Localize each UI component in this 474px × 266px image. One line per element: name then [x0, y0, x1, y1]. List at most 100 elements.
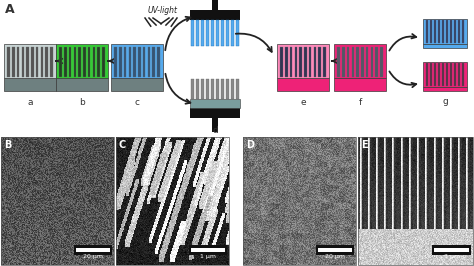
Bar [231, 79, 234, 99]
Bar [73, 47, 76, 77]
Bar [300, 47, 302, 77]
Bar [190, 99, 240, 108]
Bar [438, 20, 440, 43]
Text: d: d [212, 126, 218, 135]
Bar [277, 78, 329, 91]
Bar [462, 20, 464, 43]
Bar [337, 47, 340, 77]
Bar [12, 47, 15, 77]
Bar [221, 20, 224, 46]
Bar [434, 20, 436, 43]
Bar [442, 63, 444, 86]
Bar [458, 63, 460, 86]
Bar [423, 19, 467, 44]
Bar [318, 248, 352, 252]
Bar [119, 47, 122, 77]
Bar [454, 63, 456, 86]
Bar [446, 20, 448, 43]
Bar [152, 47, 155, 77]
Bar [64, 47, 67, 77]
Text: C: C [119, 140, 126, 150]
Bar [83, 47, 86, 77]
Bar [92, 47, 95, 77]
Text: UV-light: UV-light [148, 6, 178, 15]
Bar [309, 47, 311, 77]
Bar [226, 79, 229, 99]
Bar [40, 47, 43, 77]
Bar [462, 63, 464, 86]
Bar [281, 47, 283, 77]
Bar [201, 20, 204, 46]
Bar [334, 78, 386, 91]
Bar [432, 245, 471, 255]
Bar [138, 47, 141, 77]
Bar [277, 44, 329, 78]
Bar [423, 62, 467, 87]
Bar [31, 47, 34, 77]
Bar [4, 78, 56, 91]
Bar [366, 47, 368, 77]
Text: 20 μm: 20 μm [325, 254, 345, 259]
Text: A: A [5, 3, 15, 16]
Bar [190, 10, 240, 20]
Bar [430, 20, 432, 43]
Bar [226, 20, 229, 46]
Bar [128, 47, 131, 77]
Bar [285, 47, 288, 77]
Text: D: D [246, 140, 254, 150]
Bar [1, 137, 114, 265]
Bar [290, 47, 292, 77]
Bar [434, 63, 436, 86]
Bar [316, 245, 354, 255]
Bar [236, 20, 239, 46]
Text: 1 μm: 1 μm [200, 254, 216, 259]
Bar [201, 79, 204, 99]
Bar [454, 20, 456, 43]
Bar [56, 78, 108, 91]
Bar [334, 44, 386, 78]
Bar [59, 47, 62, 77]
Bar [56, 44, 108, 78]
Bar [111, 78, 163, 91]
Bar [216, 79, 219, 99]
Bar [124, 47, 127, 77]
Text: c: c [135, 98, 139, 107]
Bar [221, 79, 224, 99]
Text: b: b [79, 98, 85, 107]
Bar [216, 20, 219, 46]
Bar [423, 87, 467, 91]
Bar [356, 47, 359, 77]
Bar [114, 47, 117, 77]
Bar [212, 0, 218, 10]
Bar [361, 47, 364, 77]
Bar [342, 47, 345, 77]
Bar [206, 20, 209, 46]
Bar [111, 44, 163, 78]
Bar [17, 47, 19, 77]
Bar [88, 47, 91, 77]
Bar [295, 47, 297, 77]
Text: f: f [358, 98, 362, 107]
Bar [143, 47, 146, 77]
Bar [69, 47, 72, 77]
Bar [50, 47, 53, 77]
Bar [438, 63, 440, 86]
Bar [318, 47, 321, 77]
Bar [358, 137, 473, 265]
Bar [36, 47, 38, 77]
Bar [76, 248, 110, 252]
Bar [458, 20, 460, 43]
Bar [352, 47, 354, 77]
Bar [196, 79, 199, 99]
Bar [430, 63, 432, 86]
Bar [423, 44, 467, 48]
Bar [157, 47, 160, 77]
Bar [426, 20, 428, 43]
Bar [191, 20, 194, 46]
Bar [133, 47, 136, 77]
Bar [116, 137, 229, 265]
Bar [191, 79, 194, 99]
Bar [78, 47, 81, 77]
Bar [102, 47, 105, 77]
Bar [446, 63, 448, 86]
